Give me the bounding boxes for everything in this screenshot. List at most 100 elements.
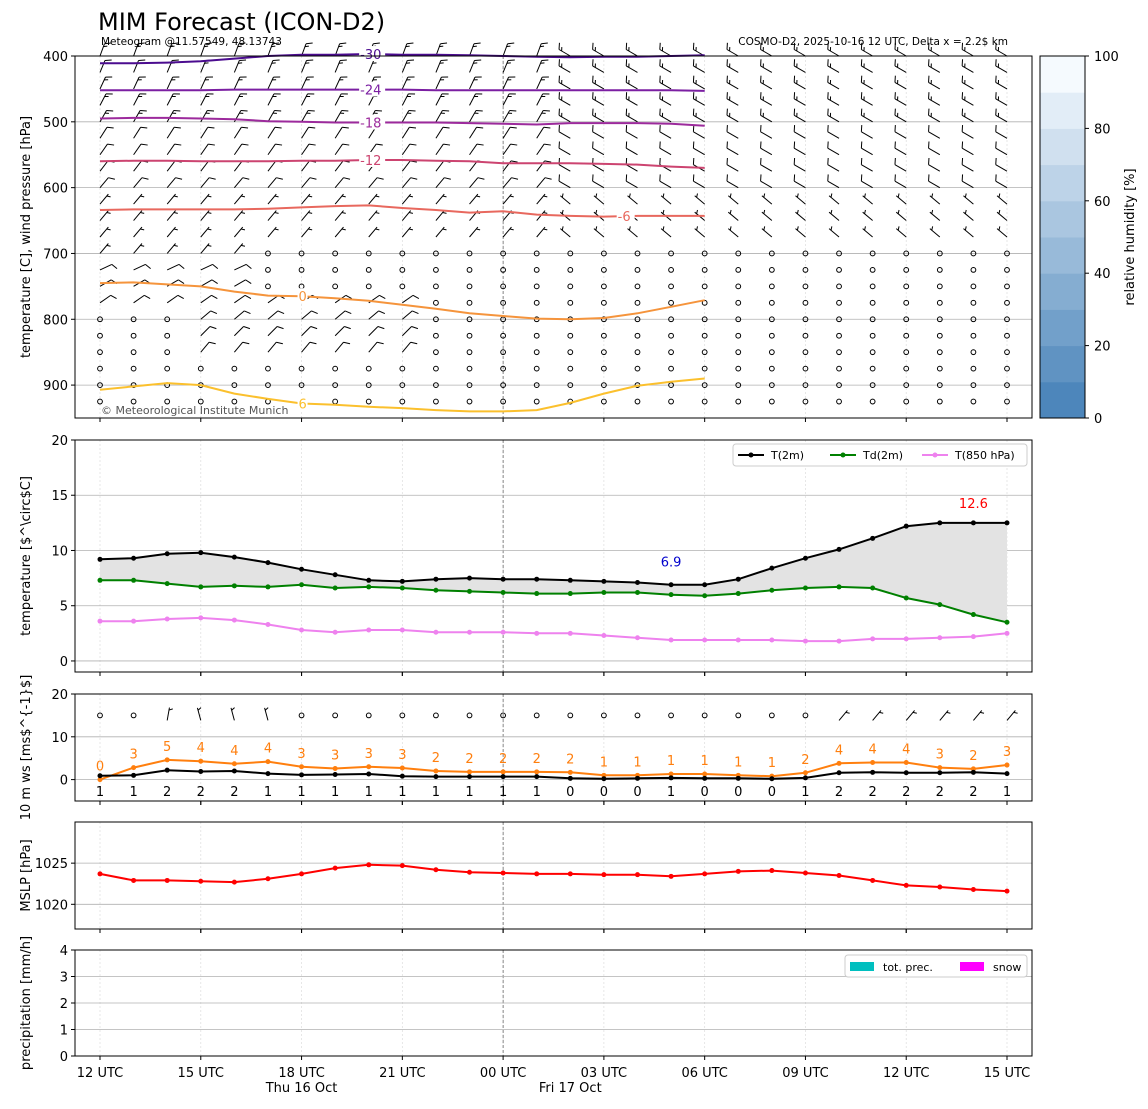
barb-half-feather <box>272 79 277 81</box>
wind-barb <box>166 42 179 57</box>
wind-barb <box>558 92 571 106</box>
y-tick-label: 15 <box>51 489 68 504</box>
wind-barb <box>827 75 840 90</box>
barb-feather <box>760 125 762 132</box>
gust-value-label: 1 <box>667 754 675 769</box>
calm-circle <box>433 283 439 290</box>
wind-barb <box>761 226 773 238</box>
barb-feather <box>242 177 250 180</box>
barb-half-feather <box>628 63 630 68</box>
barb-shaft <box>166 127 175 139</box>
calm-circle <box>634 398 641 405</box>
wind-barb <box>133 193 145 205</box>
wind-barb <box>928 157 941 172</box>
wind-barb <box>793 174 806 189</box>
barb-feather <box>860 75 863 83</box>
calm-circle <box>1004 365 1010 372</box>
barb-feather <box>440 42 448 45</box>
calm-circle <box>634 267 641 273</box>
barb-shaft <box>726 147 739 156</box>
barb-half-feather <box>508 112 513 114</box>
calm-circle <box>433 365 439 372</box>
mean-value-label: 0 <box>768 785 776 800</box>
barb-half-feather <box>997 112 1000 117</box>
barb-shaft <box>827 98 840 106</box>
calm-circle <box>365 712 372 719</box>
barb-shaft <box>469 177 479 188</box>
barb-half-feather <box>964 112 966 117</box>
wind-barb <box>133 42 145 57</box>
barb-feather <box>995 125 997 132</box>
legend-label: T(2m) <box>770 449 804 462</box>
wind-barb <box>860 75 873 90</box>
barb-feather <box>343 341 351 345</box>
barb-shaft <box>760 131 773 139</box>
barb-half-feather <box>729 63 731 68</box>
series-point <box>534 769 540 775</box>
barb-feather <box>894 59 896 66</box>
barb-shaft <box>536 93 544 106</box>
wind-barb <box>166 177 183 188</box>
wind-barb <box>862 193 873 205</box>
barb-shaft <box>995 147 1008 156</box>
barb-shaft <box>536 127 545 139</box>
barb-feather <box>412 310 419 315</box>
calm-circle <box>802 250 809 257</box>
calm-circle <box>936 250 943 257</box>
series-point <box>366 627 372 633</box>
wind-barb <box>760 125 773 139</box>
mean-value-label: 0 <box>701 785 709 800</box>
calm-circle <box>668 712 674 719</box>
wind-barb <box>469 59 482 73</box>
wind-barb <box>761 193 773 205</box>
barb-feather <box>444 177 451 180</box>
wind-barb <box>860 141 873 156</box>
series-point <box>601 589 607 595</box>
barb-shaft <box>99 110 107 123</box>
series-point <box>702 771 708 777</box>
calm-circle <box>836 299 842 306</box>
barb-feather <box>726 59 728 66</box>
barb-half-feather <box>339 79 344 81</box>
series-point <box>467 629 473 635</box>
barb-shaft <box>435 60 442 73</box>
barb-half-feather <box>931 193 934 198</box>
series-point <box>836 638 842 644</box>
barb-half-feather <box>796 47 798 52</box>
barb-feather <box>827 157 829 165</box>
calm-circle <box>130 365 137 372</box>
series-point <box>299 566 305 572</box>
wind-barb <box>200 263 219 271</box>
barb-half-feather <box>440 79 445 81</box>
barb-shaft <box>435 127 444 139</box>
calm-circle <box>600 398 607 405</box>
barb-shaft <box>502 177 512 188</box>
wind-barb <box>625 108 638 123</box>
figure-title: MIM Forecast (ICON-D2) <box>98 8 385 36</box>
barb-shaft <box>558 147 571 156</box>
wind-barb <box>401 59 415 73</box>
x-tick-label: 18 UTC <box>278 1066 324 1081</box>
isotherm-label-bg <box>359 81 386 97</box>
barb-shaft <box>166 294 179 304</box>
barb-shaft <box>827 131 840 139</box>
barb-feather <box>544 160 552 163</box>
barb-feather <box>625 174 628 182</box>
wind-barb <box>760 59 773 73</box>
barb-half-feather <box>595 193 598 198</box>
calm-circle <box>466 250 473 257</box>
calm-circle <box>399 382 406 388</box>
wind-barb <box>264 707 269 721</box>
series-point <box>366 584 372 590</box>
wind-barb <box>928 92 941 106</box>
wind-barb <box>233 341 250 353</box>
barb-half-feather <box>241 244 246 247</box>
barb-feather <box>827 92 829 99</box>
series-point <box>97 777 103 783</box>
wind-barb <box>995 125 1008 139</box>
mslp-point <box>534 871 540 877</box>
wind-barb <box>401 193 414 205</box>
barb-half-feather <box>695 112 697 117</box>
barb-shaft <box>233 60 240 73</box>
